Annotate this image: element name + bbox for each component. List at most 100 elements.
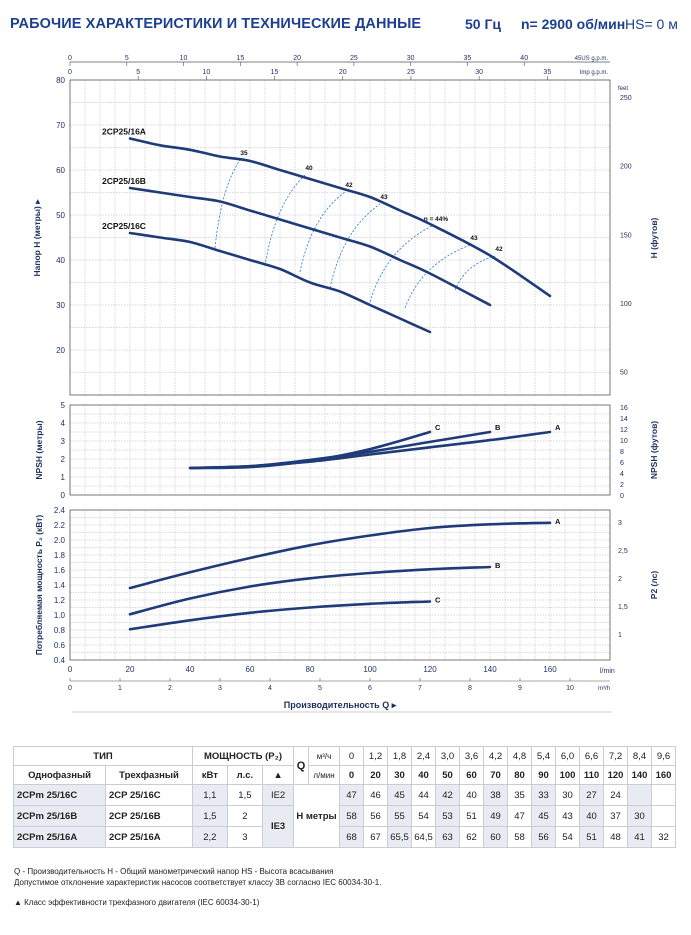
q-m3h-cell: 6,6 (579, 746, 604, 766)
head-cell: 42 (435, 784, 460, 806)
q-m3h-cell: 3,0 (435, 746, 460, 766)
power-kw: 1,5 (192, 805, 228, 827)
m3h-tick: 0 (68, 685, 72, 692)
head-cell (651, 805, 676, 827)
head-cell: 30 (555, 784, 580, 806)
type-header: ТИП (13, 746, 193, 766)
head-y-tick: 20 (56, 346, 65, 355)
head-y-tick: 40 (56, 256, 65, 265)
power-series-label: C (435, 596, 441, 605)
head-cell: 27 (579, 784, 604, 806)
grid-lines (70, 510, 610, 660)
head-cell: 58 (507, 826, 532, 848)
power-hp: 3 (226, 826, 264, 848)
npsh-y-tick: 4 (61, 419, 66, 428)
hp-header: л.с. (226, 765, 264, 785)
speed-label: n= 2900 об/мин (521, 16, 626, 32)
m3h-tick: 8 (468, 685, 472, 692)
q-m3h-cell: 4,2 (483, 746, 508, 766)
three-phase-model: 2CP 25/16B (105, 805, 193, 827)
npsh-ft-tick: 10 (620, 438, 628, 445)
q-lmin-cell: 60 (459, 765, 484, 785)
grid-lines (70, 405, 610, 495)
lmin-unit: l/min (600, 668, 615, 675)
head-cell (627, 784, 652, 806)
head-cell: 47 (339, 784, 364, 806)
efficiency-label: η = 44% (424, 216, 449, 223)
efficiency-curve (299, 191, 346, 273)
q-lmin-cell: 160 (651, 765, 676, 785)
q-m3h-cell: 2,4 (411, 746, 436, 766)
head-cell: 44 (411, 784, 436, 806)
head-cell: 24 (603, 784, 628, 806)
q-letter: Q (293, 746, 309, 785)
single-phase-model: 2CPm 25/16B (12, 805, 107, 827)
npsh-ft-tick: 6 (620, 460, 624, 467)
head-cell: 32 (651, 826, 676, 848)
power-header: МОЩНОСТЬ (P₂) (192, 746, 294, 766)
feet-unit: feet (618, 86, 628, 92)
head-series-label: 2CP25/16B (102, 176, 146, 186)
head-cell: 54 (555, 826, 580, 848)
head-cell: 40 (579, 805, 604, 827)
lmin-tick: 140 (483, 665, 497, 674)
power-curve (128, 521, 552, 590)
impgpm-tick: 30 (475, 69, 483, 76)
impgpm-tick: 35 (543, 69, 551, 76)
single-phase-header: Однофазный (12, 765, 107, 785)
power-hp-tick: 1,5 (618, 604, 628, 611)
ie-class-note: ▲ Класс эффективности трехфазного двигат… (14, 898, 260, 907)
head-ft-tick: 100 (620, 301, 632, 308)
power-y-tick: 0.6 (54, 641, 66, 650)
head-cell: 55 (387, 805, 412, 827)
m3h-tick: 4 (268, 685, 272, 692)
power-y-tick: 1.0 (54, 611, 66, 620)
npsh-ft-tick: 4 (620, 471, 624, 478)
head-curve (128, 186, 492, 307)
table-row: 2CPm 25/16A 2CP 25/16A 2,2 3 68 67 65,5 … (12, 826, 676, 848)
kw-header: кВт (192, 765, 228, 785)
npsh-y-label: NPSH (метры) (34, 420, 44, 479)
head-cell: 62 (459, 826, 484, 848)
head-cell: 56 (531, 826, 556, 848)
npsh-y-tick: 0 (61, 491, 66, 500)
lmin-tick: 60 (246, 665, 255, 674)
usgpm-tick: 10 (180, 55, 188, 62)
three-phase-model: 2CP 25/16C (105, 784, 193, 806)
q-m3h-cell: 4,8 (507, 746, 532, 766)
head-cell: 45 (531, 805, 556, 827)
q-m3h-cell: 5,4 (531, 746, 556, 766)
efficiency-curve (214, 159, 241, 249)
head-cell: 35 (507, 784, 532, 806)
h-meters-label: Н метры (293, 784, 340, 848)
single-phase-model: 2CPm 25/16C (12, 784, 107, 806)
npsh-y-tick: 2 (61, 455, 66, 464)
m3h-tick: 3 (218, 685, 222, 692)
efficiency-curve (264, 174, 306, 267)
head-y-tick: 60 (56, 166, 65, 175)
head-cell: 47 (507, 805, 532, 827)
npsh-ft-tick: 12 (620, 427, 628, 434)
head-y-tick: 80 (56, 76, 65, 85)
usgpm-tick: 25 (350, 55, 358, 62)
m3h-tick: 10 (566, 685, 574, 692)
ie-class: IE2 (262, 784, 294, 806)
m3h-tick: 1 (118, 685, 122, 692)
head-cell: 56 (363, 805, 388, 827)
efficiency-label: 40 (305, 165, 313, 172)
power-curve (128, 565, 492, 616)
head-y-tick: 70 (56, 121, 65, 130)
lmin-tick: 160 (543, 665, 557, 674)
m3h-tick: 5 (318, 685, 322, 692)
q-lmin-cell: 50 (435, 765, 460, 785)
m3h-unit: м³/ч (308, 746, 340, 766)
q-lmin-cell: 20 (363, 765, 388, 785)
npsh-ft-label: NPSH (футов) (649, 421, 659, 479)
page-title: РАБОЧИЕ ХАРАКТЕРИСТИКИ И ТЕХНИЧЕСКИЕ ДАН… (10, 16, 422, 32)
efficiency-label: 42 (495, 246, 503, 253)
head-cell: 63 (435, 826, 460, 848)
npsh-series-label: B (495, 423, 501, 432)
three-phase-header: Трехфазный (105, 765, 193, 785)
power-hp-tick: 1 (618, 632, 622, 639)
efficiency-label: 42 (345, 182, 353, 189)
